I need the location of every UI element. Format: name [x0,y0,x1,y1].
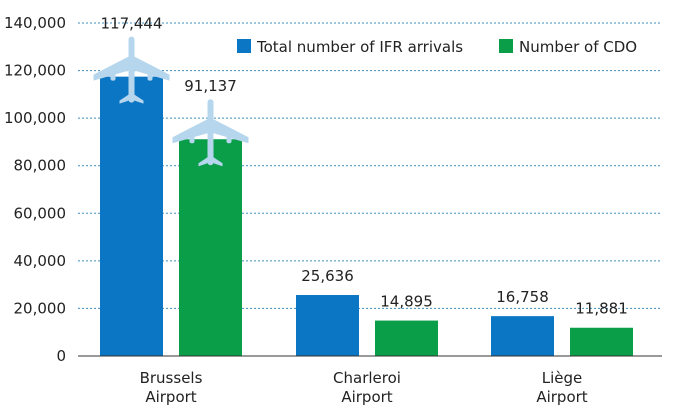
airplane-icon-cdo-fuselage [207,99,214,166]
y-tick-label-100000: 100,000 [4,109,66,127]
category-label-charleroi-line-1: Charleroi [333,369,401,387]
gridlines [78,22,662,309]
legend-label-total-ifr-arrivals: Total number of IFR arrivals [256,38,463,56]
data-label-brussels-cdo: 91,137 [184,77,237,95]
y-tick-label-60000: 60,000 [14,204,67,222]
legend-swatch-total-ifr-arrivals [237,39,251,53]
legend-label-number-of-cdo: Number of CDO [519,38,637,56]
bar-liege-cdo [570,327,633,356]
bar-charleroi-cdo [375,320,438,356]
airplane-icon-cdo-engine-left [189,133,195,144]
category-label-liege-line-2: Airport [536,388,587,406]
y-tick-label-20000: 20,000 [14,299,67,317]
airplane-icon-ifr-arrivals-tail-left [119,94,129,104]
legend: Total number of IFR arrivals Number of C… [237,38,637,56]
data-label-charleroi-ifr-arrivals: 25,636 [301,267,354,285]
bars [100,76,633,356]
airplane-icon-ifr-arrivals [93,36,170,104]
category-label-liege-line-1: Liège [542,369,583,387]
bar-liege-ifr-arrivals [491,316,554,356]
bar-charleroi-ifr-arrivals [296,295,359,356]
airplane-icon-ifr-arrivals-tail-right [134,94,144,104]
y-axis-tick-labels: 0 20,000 40,000 60,000 80,000 100,000 120,000 1… [4,14,66,365]
airplane-icon-cdo-tail-left [198,157,208,167]
data-label-charleroi-cdo: 14,895 [380,293,433,311]
airplane-icons [93,36,249,167]
airplane-icon-ifr-arrivals-engine-left [110,70,116,81]
airplane-icon-ifr-arrivals-engine-right [147,70,153,81]
airplane-icon-cdo-wing-right [213,119,249,144]
airplane-icon-cdo-tail-right [213,157,223,167]
category-label-brussels-line-2: Airport [145,388,196,406]
data-label-brussels-ifr-arrivals: 117,444 [100,15,162,33]
y-tick-label-40000: 40,000 [14,252,67,270]
category-label-brussels-line-1: Brussels [140,369,203,387]
y-tick-label-120000: 120,000 [4,62,66,80]
category-labels: BrusselsAirportCharleroiAirportLiègeAirp… [140,369,588,406]
y-tick-label-80000: 80,000 [14,157,67,175]
data-labels: 117,444 25,636 16,758 91,137 14,895 11,881 [100,15,627,318]
data-label-liege-ifr-arrivals: 16,758 [496,288,549,306]
airplane-icon-ifr-arrivals-wing-left [93,56,129,81]
airplane-icon-ifr-arrivals-fuselage [128,36,135,103]
bar-brussels-ifr-arrivals [100,76,163,356]
bar-brussels-cdo [179,139,242,356]
y-tick-label-140000: 140,000 [4,14,66,32]
airplane-icon-cdo-engine-right [226,133,232,144]
airplane-icon-cdo-wing-left [172,119,208,144]
airplane-icon-cdo [172,99,249,167]
legend-swatch-number-of-cdo [499,39,513,53]
y-tick-label-0: 0 [56,347,66,365]
data-label-liege-cdo: 11,881 [575,300,628,318]
airplane-icon-ifr-arrivals-wing-right [134,56,170,81]
category-label-charleroi-line-2: Airport [341,388,392,406]
